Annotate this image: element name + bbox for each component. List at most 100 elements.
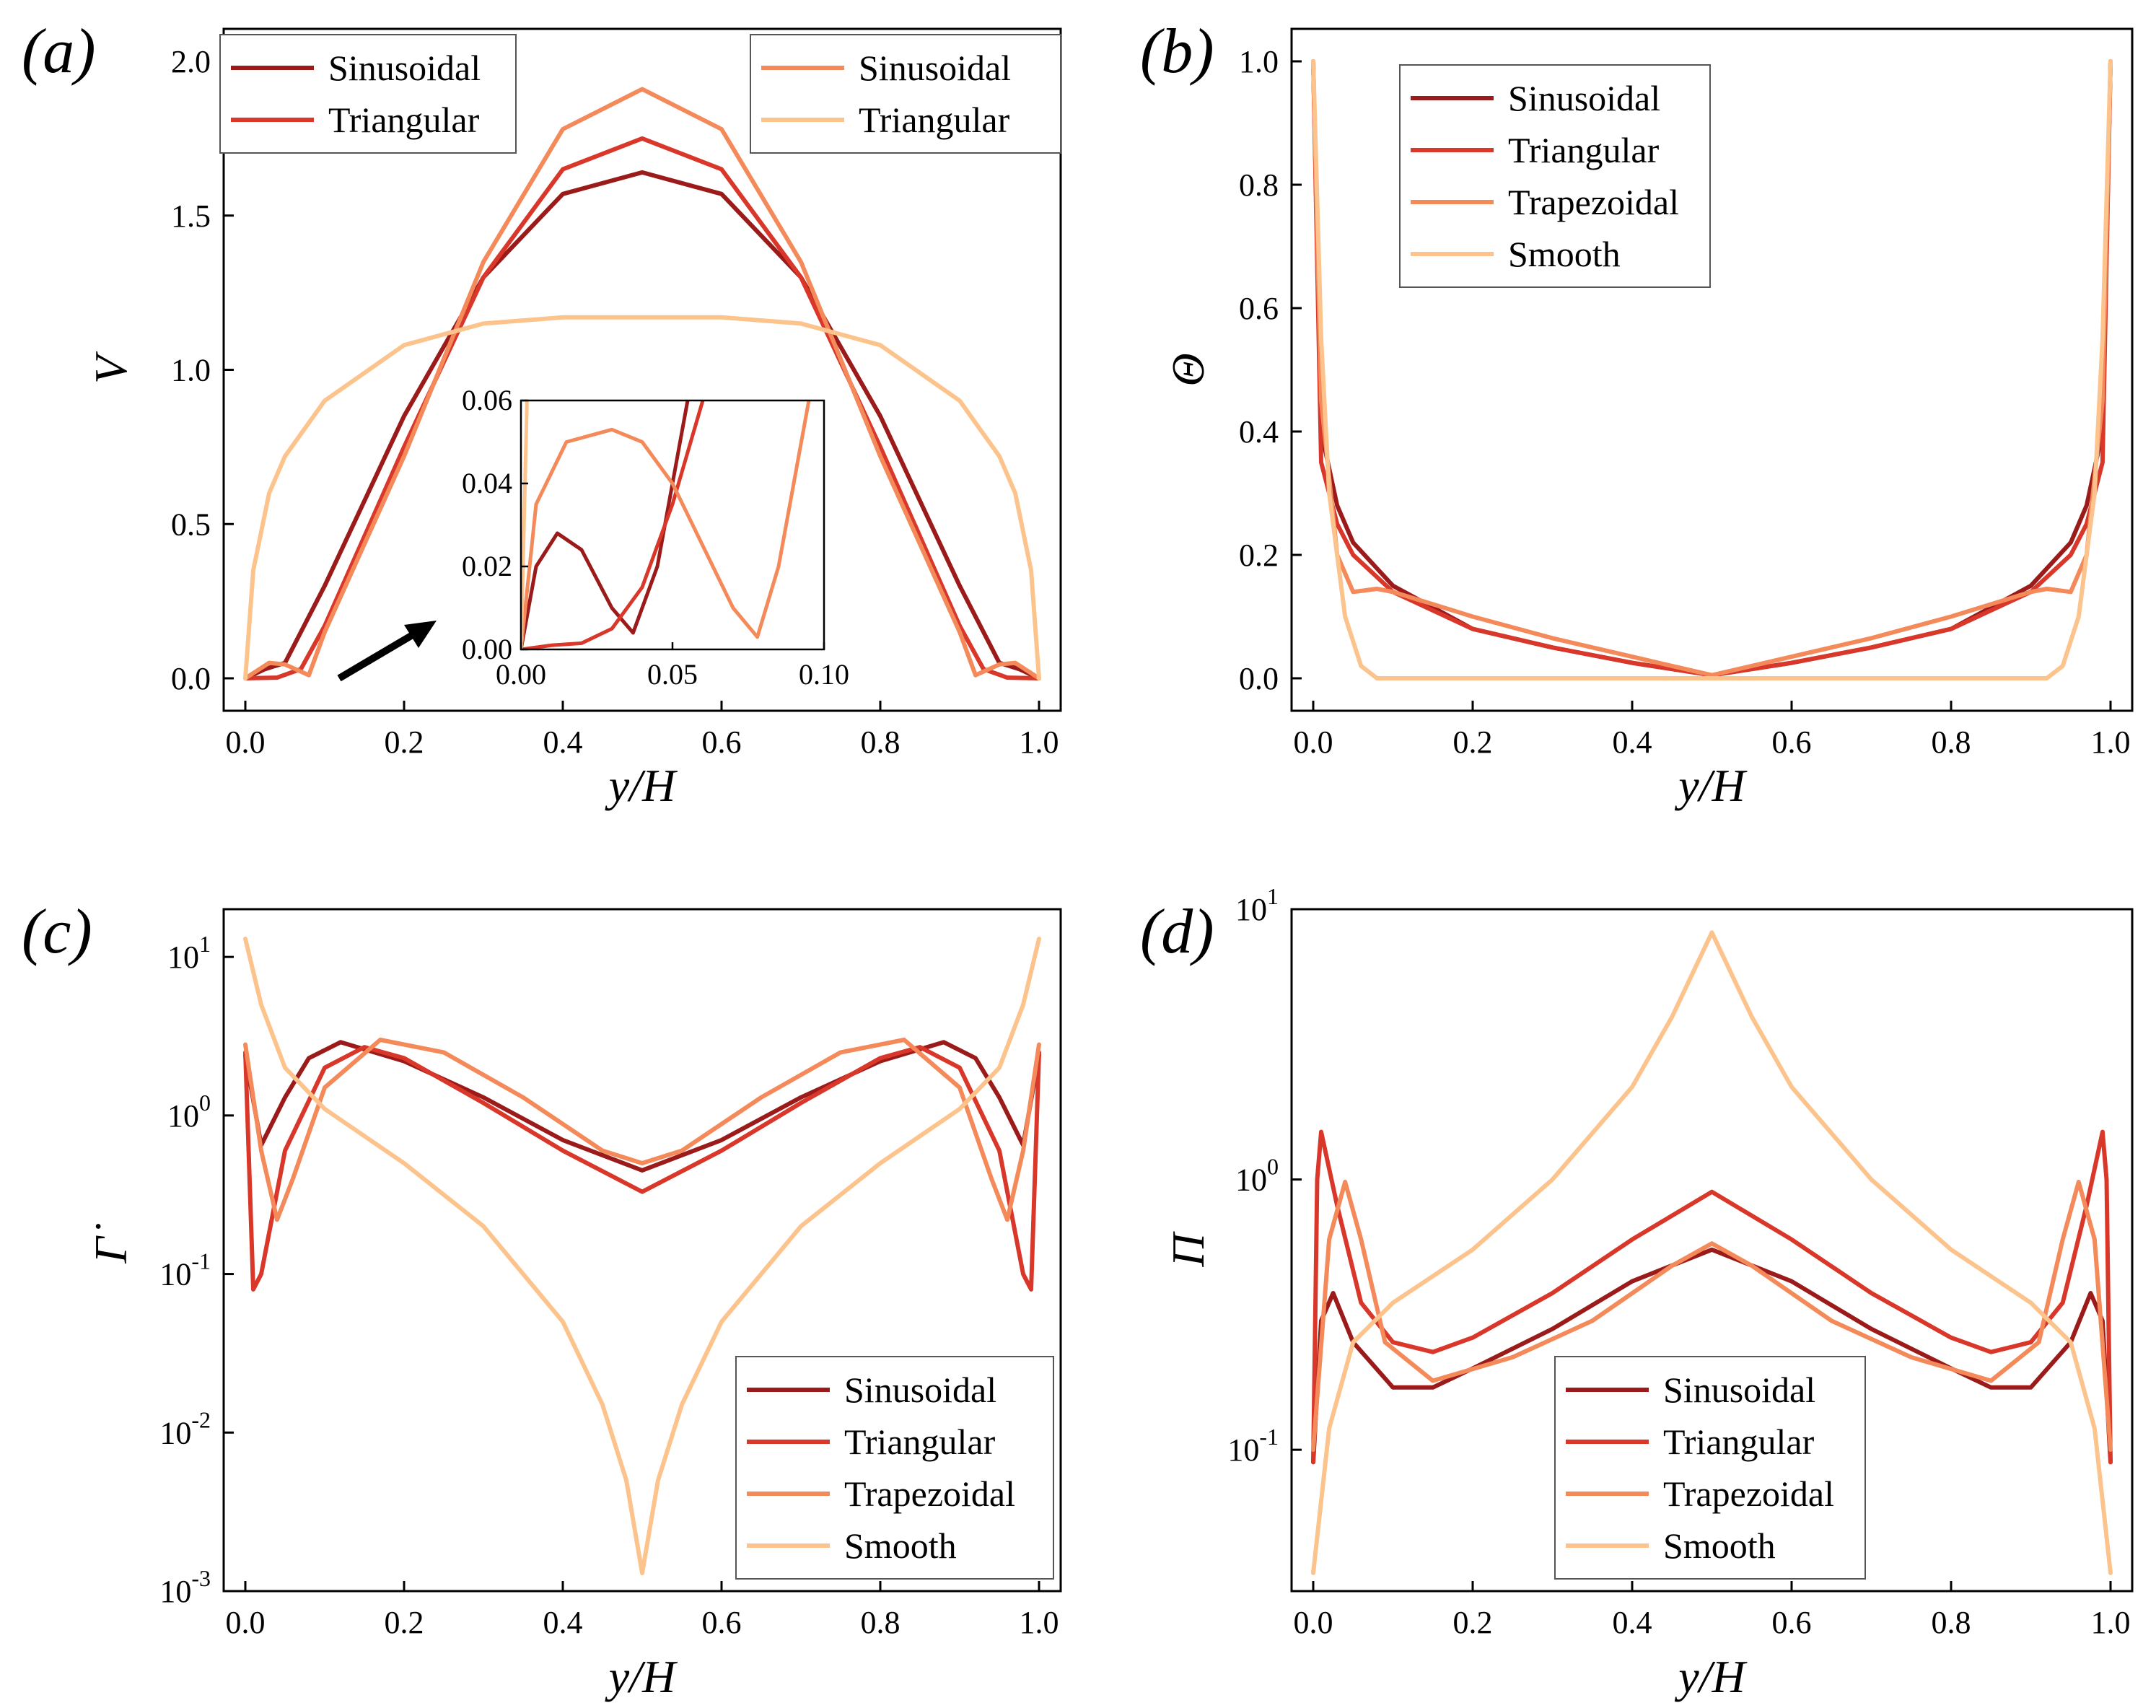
y-tick-label: 0.6 — [1239, 291, 1279, 326]
y-tick-label: 1.0 — [1239, 44, 1279, 79]
legend-label-triangular: Triangular — [1508, 130, 1660, 170]
legend-label-smooth: Smooth — [1508, 234, 1621, 274]
inset-series-group — [521, 400, 811, 649]
series-line-trapezoidal — [1311, 59, 2113, 678]
series-line-smooth — [243, 315, 1041, 680]
y-tick-label: 1.5 — [171, 198, 211, 234]
series-line-smooth — [1311, 930, 2113, 1575]
y-tick-label: 10-1 — [159, 1248, 211, 1292]
legend: Sinusoidal Triangular Trapezoidal Smooth — [1399, 64, 1711, 288]
y-tick-label: 10-3 — [159, 1565, 211, 1609]
inset-series-line-triangular — [521, 400, 705, 649]
y-tick-exponent: 1 — [1267, 883, 1279, 909]
x-tick-label: 0.8 — [1932, 724, 1971, 760]
y-tick-base: 10 — [1227, 1432, 1259, 1468]
panel--b-: 0.0 0.2 0.4 0.6 0.8 1.0 0.0 0.2 0.4 0.6 0.8 1.0 y/H Θ… — [1140, 17, 2134, 811]
series-line-smooth — [243, 937, 1041, 1575]
legend-label-sinusoidal: Sinusoidal — [844, 1370, 996, 1410]
y-tick-label: 100 — [1235, 1154, 1279, 1198]
y-tick-base: 10 — [159, 1415, 191, 1450]
panel-label: (a) — [22, 17, 96, 87]
y-tick-label: 101 — [167, 931, 211, 975]
legend-label-triangular: Triangular — [1663, 1422, 1815, 1462]
x-axis-title: y/H — [605, 760, 678, 811]
inset-x-tick-label: 0.05 — [647, 658, 698, 691]
legend: Sinusoidal Triangular — [750, 34, 1061, 154]
x-axis-title: y/H — [1674, 1651, 1748, 1702]
inset-x-tick-label: 0.10 — [799, 658, 849, 691]
y-tick-base: 10 — [1235, 892, 1267, 927]
x-tick-label: 0.2 — [385, 724, 424, 760]
y-tick-label: 0.8 — [1239, 167, 1279, 203]
panel--d-: 0.0 0.2 0.4 0.6 0.8 1.010-1100101y/HΠ(d)Sinus… — [1140, 883, 2134, 1702]
inset-x-tick-label: 0.00 — [496, 658, 546, 691]
plot-frame — [1290, 908, 2134, 1593]
x-tick-label: 0.2 — [1453, 1605, 1493, 1640]
legend-label-sinusoidal: Sinusoidal — [328, 48, 481, 88]
series-line-trapezoidal — [1311, 1179, 2113, 1453]
y-tick-exponent: -2 — [191, 1406, 211, 1432]
legend-label-triangular: Triangular — [844, 1422, 996, 1462]
x-axis-title: y/H — [1674, 760, 1748, 811]
plot-frame — [1290, 27, 2134, 712]
y-tick-exponent: 0 — [199, 1090, 211, 1116]
x-tick-label: 0.6 — [1772, 724, 1812, 760]
panel-label: (d) — [1140, 897, 1214, 967]
y-tick-label: 10-2 — [159, 1406, 211, 1450]
inset-series-line-trapezoidal — [521, 400, 811, 649]
legend: Sinusoidal Triangular — [219, 34, 517, 154]
y-tick-exponent: -1 — [191, 1248, 211, 1274]
x-tick-label: 0.8 — [861, 724, 900, 760]
legend-label-trapezoidal: Trapezoidal — [1508, 182, 1679, 222]
legend: Sinusoidal Triangular Trapezoidal Smooth — [1554, 1356, 1866, 1580]
x-tick-label: 0.4 — [1613, 724, 1652, 760]
y-tick-label: 0.2 — [1239, 538, 1279, 573]
x-tick-label: 0.8 — [861, 1605, 900, 1640]
series-group — [243, 937, 1041, 1575]
legend: Sinusoidal Triangular Trapezoidal Smooth — [735, 1356, 1054, 1580]
y-tick-label: 10-1 — [1227, 1424, 1279, 1468]
series-line-sinusoidal — [243, 1040, 1041, 1173]
y-tick-label: 0.0 — [171, 661, 211, 696]
inset-arrow-head — [404, 621, 437, 648]
inset-y-tick-label: 0.00 — [462, 633, 512, 665]
legend-label-smooth: Triangular — [859, 100, 1010, 140]
x-tick-label: 0.6 — [702, 724, 742, 760]
inset-series-line-sinusoidal — [521, 400, 690, 649]
legend-label-smooth: Smooth — [1663, 1525, 1776, 1566]
x-tick-label: 0.4 — [543, 1605, 583, 1640]
legend-label-trapezoidal: Sinusoidal — [859, 48, 1011, 88]
y-tick-exponent: 1 — [199, 931, 211, 957]
x-tick-label: 1.0 — [1020, 724, 1059, 760]
y-tick-label: 1.0 — [171, 353, 211, 388]
x-tick-label: 0.8 — [1932, 1605, 1971, 1640]
series-group — [1311, 59, 2113, 680]
x-axis-title: y/H — [605, 1651, 678, 1702]
x-tick-label: 0.2 — [1453, 724, 1493, 760]
x-tick-label: 0.0 — [226, 724, 266, 760]
y-tick-exponent: -3 — [191, 1565, 211, 1591]
y-tick-exponent: -1 — [1259, 1424, 1279, 1450]
legend-label-sinusoidal: Sinusoidal — [1663, 1370, 1815, 1410]
inset-background — [521, 400, 824, 649]
legend-box — [219, 34, 517, 154]
y-tick-base: 10 — [1235, 1162, 1267, 1198]
y-tick-label: 0.4 — [1239, 414, 1279, 450]
series-line-trapezoidal — [243, 1038, 1041, 1222]
y-tick-label: 0.0 — [1239, 661, 1279, 696]
series-line-trapezoidal — [243, 87, 1041, 680]
y-tick-exponent: 0 — [1267, 1154, 1279, 1180]
x-tick-label: 0.4 — [1613, 1605, 1652, 1640]
legend-label-triangular: Triangular — [328, 100, 480, 140]
legend-label-smooth: Smooth — [844, 1525, 957, 1566]
legend-box — [750, 34, 1061, 154]
panel--c-: 0.0 0.2 0.4 0.6 0.8 1.010-310-210-1100101y/HΓ… — [22, 897, 1062, 1702]
plot-frame — [222, 908, 1062, 1593]
inset-series-line-smooth — [521, 400, 529, 649]
series-line-triangular — [243, 136, 1041, 680]
inset-y-tick-label: 0.04 — [462, 467, 512, 499]
series-line-triangular — [1311, 1129, 2113, 1465]
inset: 0.00 0.05 0.10 0.00 0.02 0.04 0.06 — [337, 384, 849, 691]
series-line-triangular — [243, 1045, 1041, 1292]
y-axis-title: Θ — [1162, 353, 1214, 386]
